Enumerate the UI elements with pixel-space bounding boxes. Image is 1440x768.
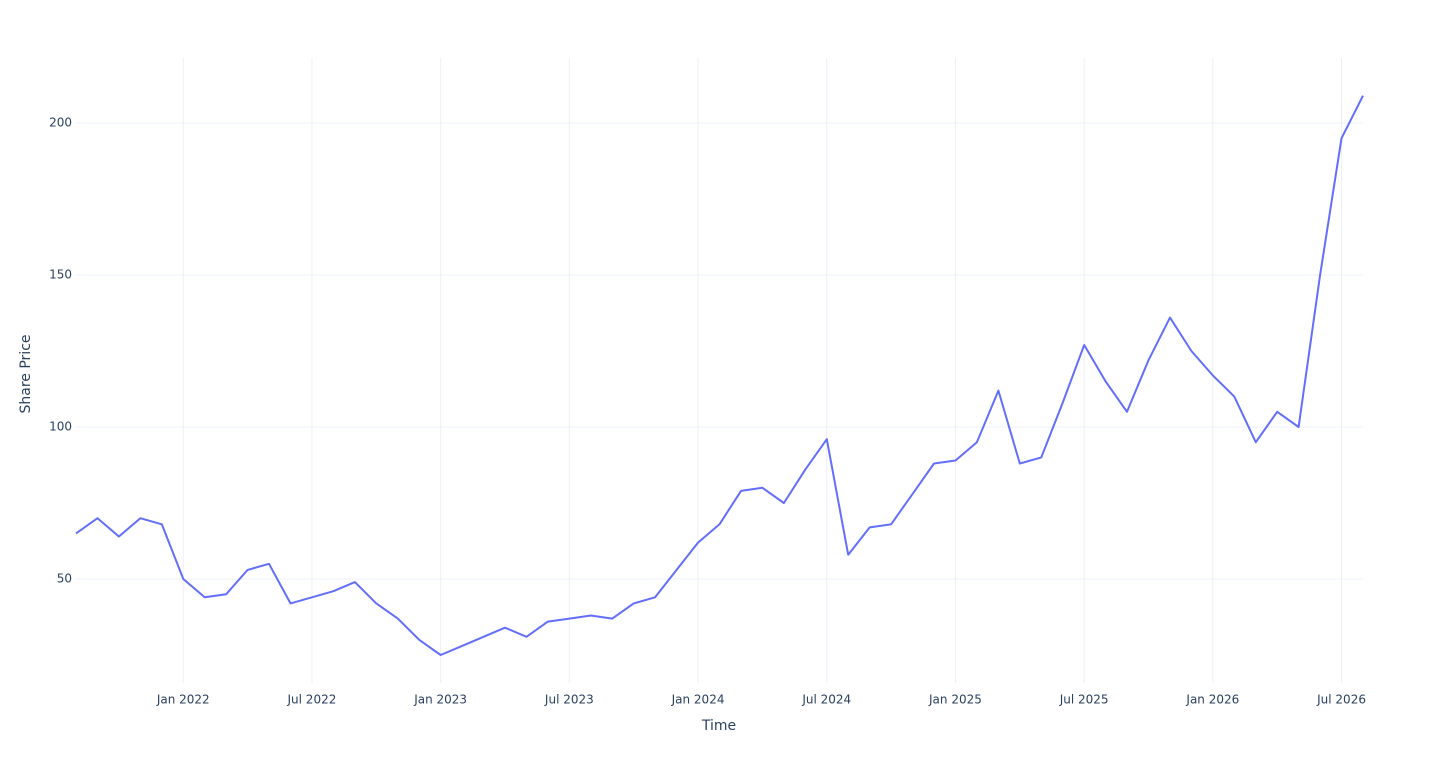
x-tick-label: Jul 2023 (544, 693, 594, 707)
x-tick-label: Jan 2026 (1185, 693, 1239, 707)
y-tick-label: 150 (49, 268, 72, 282)
x-tick-label: Jul 2022 (287, 693, 337, 707)
x-tick-label: Jul 2024 (801, 693, 851, 707)
y-tick-label: 100 (49, 420, 72, 434)
x-tick-label: Jul 2026 (1316, 693, 1366, 707)
x-axis-title: Time (701, 718, 736, 734)
y-axis-title: Share Price (18, 334, 34, 413)
y-tick-label: 200 (49, 116, 72, 130)
x-tick-label: Jan 2023 (413, 693, 467, 707)
x-tick-label: Jan 2024 (671, 693, 725, 707)
price-line (75, 95, 1364, 656)
x-tick-label: Jan 2022 (156, 693, 210, 707)
y-tick-label: 50 (57, 572, 72, 586)
x-tick-label: Jan 2025 (928, 693, 982, 707)
x-tick-label: Jul 2025 (1059, 693, 1109, 707)
